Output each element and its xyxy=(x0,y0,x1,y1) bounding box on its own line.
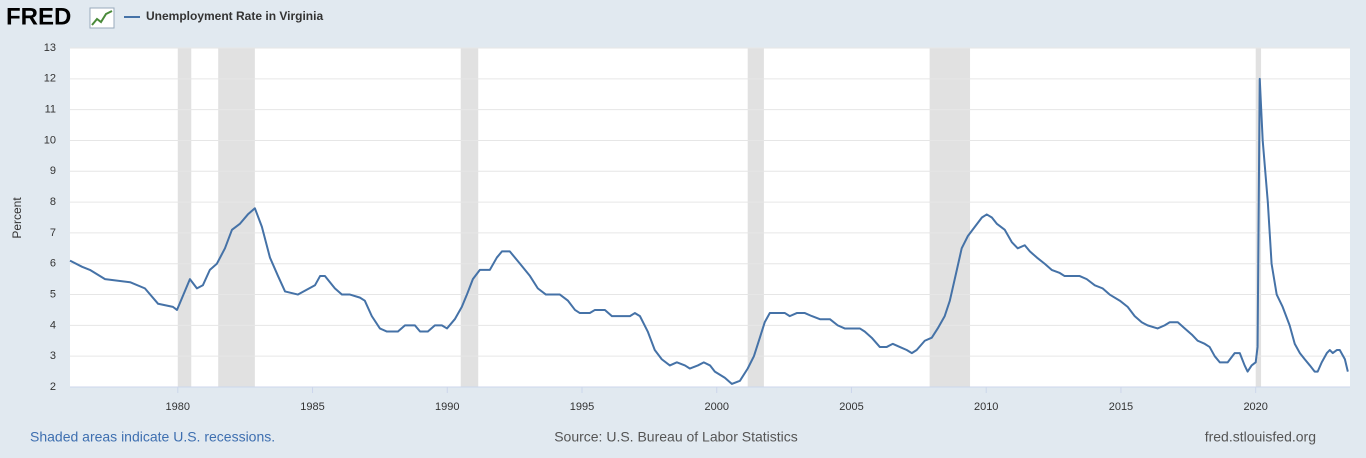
recession-band xyxy=(218,48,255,387)
y-tick-label: 7 xyxy=(50,227,56,239)
footer-source: Source: U.S. Bureau of Labor Statistics xyxy=(554,429,798,445)
y-tick-label: 5 xyxy=(50,288,56,300)
recession-band xyxy=(177,48,192,387)
x-tick-label: 2005 xyxy=(839,401,863,413)
y-tick-label: 4 xyxy=(50,319,56,331)
footer-site: fred.stlouisfed.org xyxy=(1205,429,1316,445)
y-tick-label: 3 xyxy=(50,350,56,362)
y-tick-label: 6 xyxy=(50,258,56,270)
recession-band xyxy=(929,48,971,387)
x-tick-label: 2020 xyxy=(1243,401,1267,413)
x-tick-label: 2010 xyxy=(974,401,998,413)
recession-band xyxy=(747,48,764,387)
x-tick-label: 1980 xyxy=(166,401,190,413)
x-tick-label: 2000 xyxy=(704,401,728,413)
y-tick-label: 10 xyxy=(44,134,56,146)
footer-note: Shaded areas indicate U.S. recessions. xyxy=(30,429,275,445)
y-tick-label: 8 xyxy=(50,196,56,208)
logo-icon xyxy=(89,7,115,29)
y-axis-label: Percent xyxy=(10,197,24,239)
logo: FRED xyxy=(6,3,71,30)
series-line xyxy=(69,77,1349,385)
y-tick-label: 12 xyxy=(44,73,56,85)
y-tick-label: 13 xyxy=(44,42,56,54)
recession-band xyxy=(460,48,479,387)
x-tick-label: 2015 xyxy=(1109,401,1133,413)
y-tick-label: 11 xyxy=(45,104,56,116)
y-tick-label: 2 xyxy=(50,381,56,393)
x-tick-label: 1990 xyxy=(435,401,459,413)
legend-label: Unemployment Rate in Virginia xyxy=(146,9,323,23)
x-tick-label: 1995 xyxy=(570,401,594,413)
x-tick-label: 1985 xyxy=(300,401,324,413)
y-tick-label: 9 xyxy=(50,165,56,177)
plot-area xyxy=(70,48,1350,387)
